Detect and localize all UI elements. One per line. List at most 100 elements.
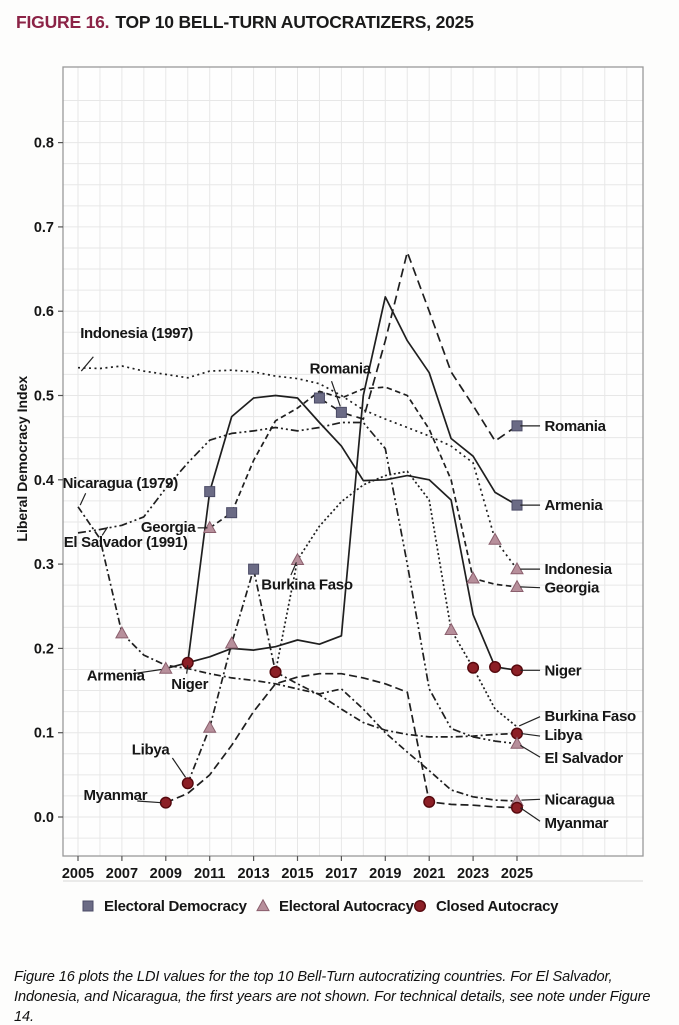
triangle-marker-indonesia — [510, 561, 524, 575]
end-label-myanmar: Myanmar — [544, 815, 608, 832]
triangle-marker-libya — [224, 636, 239, 649]
square-marker-georgia — [226, 507, 238, 519]
circle-marker-libya — [181, 777, 194, 790]
series-line-libya — [187, 568, 518, 784]
x-tick-label: 2005 — [62, 866, 94, 882]
end-label-nicaragua: Nicaragua — [544, 791, 615, 808]
x-tick-label: 2023 — [457, 866, 489, 882]
y-tick-label: 0.2 — [34, 641, 54, 657]
figure-title-text: TOP 10 BELL-TURN AUTOCRATIZERS, 2025 — [115, 12, 474, 32]
triangle-marker-indonesia — [488, 532, 502, 545]
annotation-leader-indonesia — [80, 356, 94, 372]
end-label-romania: Romania — [544, 418, 606, 435]
end-label-niger: Niger — [544, 662, 581, 679]
annotation-libya: Libya — [132, 742, 171, 759]
square-marker-libya — [248, 563, 260, 575]
annotation-leader-nicaragua — [79, 493, 87, 506]
end-label-leader-nicaragua — [521, 798, 541, 801]
x-tick-label: 2019 — [369, 866, 401, 882]
square-marker-niger — [204, 486, 216, 498]
end-label-georgia: Georgia — [544, 580, 600, 597]
end-label-burkina-faso: Burkina Faso — [544, 708, 636, 725]
annotation-leader-myanmar — [137, 800, 162, 804]
annotation-georgia: Georgia — [141, 519, 197, 536]
series-line-niger — [186, 394, 518, 672]
y-tick-label: 0.6 — [34, 304, 54, 320]
annotation-myanmar: Myanmar — [83, 787, 147, 804]
legend-square-icon — [82, 900, 94, 912]
triangle-marker-georgia — [510, 579, 524, 592]
plot-area — [63, 67, 643, 856]
end-label-leader-libya — [521, 732, 541, 737]
y-axis-title: Liberal Democracy Index — [14, 376, 30, 542]
x-tick-label: 2007 — [106, 866, 138, 882]
x-tick-label: 2017 — [325, 866, 357, 882]
triangle-marker-nicaragua — [115, 625, 129, 639]
end-label-leader-georgia — [520, 586, 541, 589]
annotation-leader-niger — [186, 665, 189, 674]
end-label-el-salvador: El Salvador — [544, 750, 623, 767]
circle-marker-burkina-faso — [467, 661, 480, 674]
triangle-marker-libya — [202, 720, 217, 733]
legend-triangle-icon — [256, 898, 270, 912]
end-label-libya: Libya — [544, 727, 583, 744]
y-tick-label: 0.0 — [34, 810, 54, 826]
annotation-romania: Romania — [310, 361, 372, 378]
circle-marker-libya — [269, 666, 282, 679]
annotation-leader-libya — [171, 757, 187, 778]
triangle-marker-armenia — [158, 661, 173, 674]
circle-marker-niger — [489, 660, 502, 673]
annotation-niger: Niger — [171, 676, 208, 693]
annotation-el-salvador: El Salvador (1991) — [64, 534, 188, 551]
x-tick-label: 2025 — [501, 866, 533, 882]
y-tick-label: 0.7 — [34, 220, 54, 236]
legend-circle-icon — [414, 900, 427, 913]
triangle-marker-georgia — [466, 571, 480, 584]
annotation-armenia: Armenia — [87, 667, 146, 684]
x-tick-label: 2009 — [150, 866, 182, 882]
y-tick-label: 0.5 — [34, 389, 54, 405]
legend-label-circle: Closed Autocracy — [436, 898, 559, 915]
annotation-leader-romania — [330, 380, 341, 407]
legend-label-square: Electoral Democracy — [104, 898, 248, 915]
annotation-leader-burkina-faso — [290, 562, 297, 576]
annotation-nicaragua: Nicaragua (1979) — [63, 475, 179, 492]
annotation-burkina-faso: Burkina Faso — [261, 576, 353, 593]
end-label-leader-el-salvador — [519, 744, 541, 758]
triangle-marker-el-salvador — [510, 736, 524, 749]
square-marker-romania — [335, 406, 347, 418]
end-label-indonesia: Indonesia — [544, 561, 612, 578]
series-line-myanmar — [165, 672, 518, 809]
figure-number: FIGURE 16. — [16, 12, 110, 32]
end-label-leader-myanmar — [519, 807, 541, 822]
y-tick-label: 0.1 — [34, 726, 54, 742]
x-tick-label: 2013 — [237, 866, 269, 882]
square-marker-romania — [313, 392, 325, 404]
triangle-marker-burkina-faso — [444, 622, 458, 635]
end-label-leader-burkina-faso — [518, 716, 541, 727]
series-line-el-salvador — [77, 421, 518, 745]
triangle-marker-georgia — [202, 520, 217, 533]
annotation-indonesia: Indonesia (1997) — [80, 325, 193, 342]
triangle-marker-burkina-faso — [290, 552, 305, 565]
x-tick-label: 2011 — [194, 866, 225, 882]
x-tick-label: 2021 — [413, 866, 445, 882]
series-line-armenia — [165, 296, 518, 670]
circle-marker-myanmar — [159, 796, 172, 809]
figure-caption: Figure 16 plots the LDI values for the t… — [14, 968, 651, 1025]
end-label-armenia: Armenia — [544, 497, 603, 514]
circle-marker-myanmar — [511, 801, 524, 814]
annotation-leader-armenia — [132, 668, 162, 675]
circle-marker-myanmar — [423, 795, 436, 808]
annotation-leader-el-salvador — [101, 526, 109, 536]
series-line-georgia — [209, 386, 518, 588]
series-line-romania — [318, 251, 518, 442]
y-tick-label: 0.8 — [34, 136, 54, 152]
plot-border — [62, 66, 644, 857]
y-tick-label: 0.4 — [34, 473, 54, 489]
y-tick-label: 0.3 — [34, 557, 54, 573]
figure-title: FIGURE 16. TOP 10 BELL-TURN AUTOCRATIZERS… — [16, 12, 474, 33]
